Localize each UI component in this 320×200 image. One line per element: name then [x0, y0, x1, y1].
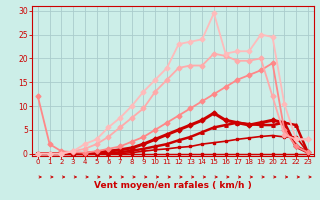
X-axis label: Vent moyen/en rafales ( km/h ): Vent moyen/en rafales ( km/h ) — [94, 181, 252, 190]
